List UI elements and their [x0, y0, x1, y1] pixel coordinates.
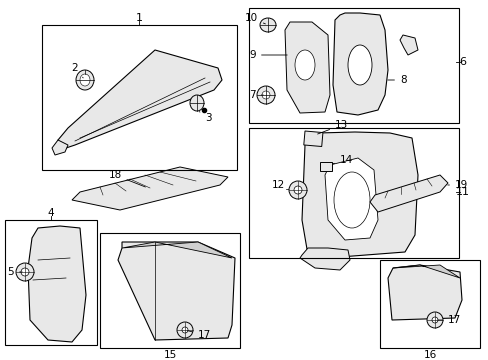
Bar — [248, 8, 458, 123]
Text: 7: 7 — [249, 90, 263, 100]
Ellipse shape — [257, 86, 274, 104]
Bar — [100, 233, 240, 348]
Bar — [303, 131, 322, 147]
Text: 9: 9 — [249, 50, 286, 60]
Text: 17: 17 — [437, 315, 460, 325]
Ellipse shape — [347, 45, 371, 85]
Polygon shape — [122, 242, 231, 258]
Bar — [5, 220, 97, 345]
Text: 8: 8 — [387, 75, 406, 85]
Ellipse shape — [293, 186, 302, 194]
Polygon shape — [28, 226, 86, 342]
Text: 16: 16 — [423, 350, 436, 360]
Text: 1: 1 — [135, 13, 142, 23]
Text: 14: 14 — [327, 155, 352, 165]
Text: 5: 5 — [7, 267, 22, 277]
Ellipse shape — [288, 181, 306, 199]
Ellipse shape — [190, 95, 203, 111]
Polygon shape — [392, 265, 459, 278]
Text: 11: 11 — [455, 187, 469, 197]
Polygon shape — [387, 265, 461, 320]
Text: 18: 18 — [108, 170, 145, 187]
Text: 19: 19 — [447, 180, 468, 190]
Polygon shape — [332, 13, 387, 115]
Text: 3: 3 — [199, 112, 211, 123]
Ellipse shape — [177, 322, 193, 338]
Polygon shape — [72, 167, 227, 210]
Text: 4: 4 — [48, 208, 54, 218]
Ellipse shape — [21, 268, 29, 276]
Bar — [248, 128, 458, 258]
Polygon shape — [58, 50, 222, 150]
Polygon shape — [399, 35, 417, 55]
Ellipse shape — [431, 317, 437, 323]
Ellipse shape — [16, 263, 34, 281]
Text: 6: 6 — [459, 57, 466, 67]
Polygon shape — [302, 132, 417, 257]
Bar — [319, 162, 331, 171]
Ellipse shape — [182, 327, 187, 333]
Ellipse shape — [76, 70, 94, 90]
Ellipse shape — [262, 91, 269, 99]
Polygon shape — [325, 158, 377, 240]
Bar — [379, 260, 479, 348]
Text: 10: 10 — [244, 13, 265, 24]
Text: 13: 13 — [317, 120, 347, 134]
Polygon shape — [285, 22, 329, 113]
Ellipse shape — [260, 18, 275, 32]
Text: 17: 17 — [187, 330, 211, 340]
Polygon shape — [118, 242, 235, 340]
Text: 12: 12 — [271, 180, 285, 190]
Ellipse shape — [80, 74, 90, 86]
Bar — [42, 25, 237, 170]
Polygon shape — [299, 248, 349, 270]
Polygon shape — [52, 140, 68, 155]
Ellipse shape — [426, 312, 442, 328]
Ellipse shape — [294, 50, 314, 80]
Text: 2: 2 — [71, 63, 83, 78]
Text: 15: 15 — [163, 350, 176, 360]
Polygon shape — [369, 175, 447, 212]
Ellipse shape — [333, 172, 369, 228]
